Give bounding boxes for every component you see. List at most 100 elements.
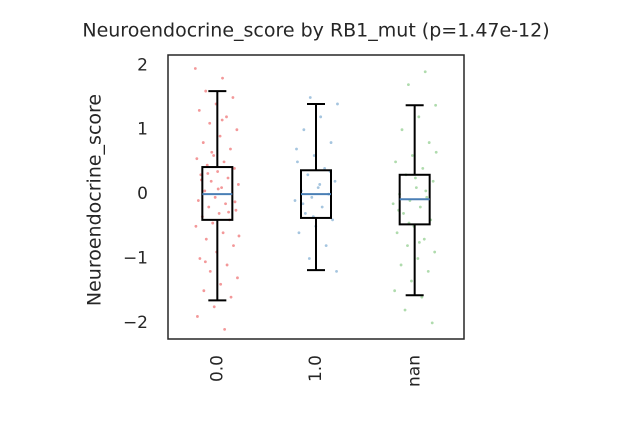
chart-title: Neuroendocrine_score by RB1_mut (p=1.47e… bbox=[82, 20, 549, 42]
point bbox=[407, 83, 410, 87]
point bbox=[418, 205, 422, 209]
point bbox=[210, 150, 214, 154]
point bbox=[229, 147, 232, 151]
point bbox=[224, 202, 227, 206]
point bbox=[318, 183, 322, 186]
point bbox=[225, 263, 229, 267]
point bbox=[235, 128, 239, 132]
point bbox=[427, 141, 431, 144]
plot-frame bbox=[167, 54, 465, 340]
point bbox=[333, 179, 337, 183]
point bbox=[424, 189, 428, 193]
point bbox=[223, 327, 227, 331]
x-tick-label: nan bbox=[405, 355, 425, 387]
point bbox=[399, 263, 403, 267]
x-tick-label: 1.0 bbox=[306, 355, 326, 382]
point bbox=[211, 221, 215, 225]
point bbox=[434, 103, 438, 107]
point bbox=[231, 96, 235, 99]
point bbox=[216, 170, 220, 173]
point bbox=[434, 150, 438, 154]
point bbox=[421, 166, 425, 170]
point bbox=[410, 279, 413, 283]
point bbox=[226, 176, 230, 180]
point bbox=[198, 257, 202, 260]
point bbox=[194, 224, 198, 228]
point bbox=[393, 289, 397, 293]
point bbox=[312, 154, 316, 157]
y-tick-label: 2 bbox=[137, 55, 148, 75]
point bbox=[336, 102, 339, 106]
point bbox=[233, 200, 237, 204]
point bbox=[217, 212, 221, 215]
point bbox=[293, 199, 297, 202]
point bbox=[297, 231, 301, 235]
point bbox=[236, 276, 239, 280]
point bbox=[426, 269, 430, 273]
point bbox=[197, 108, 201, 112]
point bbox=[204, 89, 208, 93]
point bbox=[308, 96, 312, 99]
point bbox=[203, 260, 207, 264]
point bbox=[233, 166, 236, 170]
point bbox=[225, 115, 228, 119]
point bbox=[329, 141, 333, 144]
point bbox=[410, 154, 414, 157]
point bbox=[417, 241, 421, 244]
point bbox=[212, 305, 216, 309]
point bbox=[319, 115, 323, 119]
point bbox=[212, 154, 216, 157]
point bbox=[221, 76, 224, 80]
point bbox=[422, 237, 426, 241]
point bbox=[307, 257, 311, 260]
point bbox=[213, 195, 217, 199]
point bbox=[414, 176, 417, 180]
point bbox=[400, 128, 404, 132]
point bbox=[236, 183, 240, 186]
point bbox=[196, 315, 199, 318]
point bbox=[402, 212, 405, 215]
point bbox=[430, 321, 434, 325]
point bbox=[391, 202, 395, 206]
point bbox=[227, 210, 230, 214]
point bbox=[237, 234, 241, 238]
point bbox=[425, 195, 429, 199]
point bbox=[420, 295, 424, 299]
y-tick-label: −2 bbox=[123, 313, 148, 333]
point bbox=[394, 160, 397, 164]
point bbox=[207, 205, 211, 209]
point bbox=[301, 202, 305, 206]
point bbox=[196, 199, 200, 202]
y-tick-label: 0 bbox=[137, 184, 148, 204]
point bbox=[206, 172, 210, 175]
point bbox=[323, 166, 327, 170]
point bbox=[316, 186, 320, 190]
point bbox=[406, 244, 409, 248]
point bbox=[433, 250, 437, 254]
point bbox=[220, 186, 223, 190]
point bbox=[208, 269, 212, 273]
point bbox=[204, 237, 208, 241]
point bbox=[221, 231, 225, 235]
point bbox=[423, 70, 427, 74]
point bbox=[296, 160, 299, 164]
point bbox=[331, 218, 334, 222]
point bbox=[195, 157, 199, 161]
point bbox=[229, 295, 233, 299]
point bbox=[219, 282, 223, 286]
point bbox=[414, 186, 418, 190]
y-tick-label: −1 bbox=[123, 249, 148, 269]
point bbox=[310, 195, 314, 199]
point bbox=[324, 244, 328, 248]
point bbox=[395, 231, 399, 235]
point bbox=[222, 160, 226, 164]
point bbox=[216, 187, 220, 191]
point bbox=[403, 308, 407, 312]
point bbox=[416, 257, 420, 260]
point bbox=[306, 173, 310, 177]
point bbox=[193, 67, 197, 70]
y-axis-label: Neuroendocrine_score bbox=[84, 94, 106, 306]
point bbox=[320, 205, 324, 209]
